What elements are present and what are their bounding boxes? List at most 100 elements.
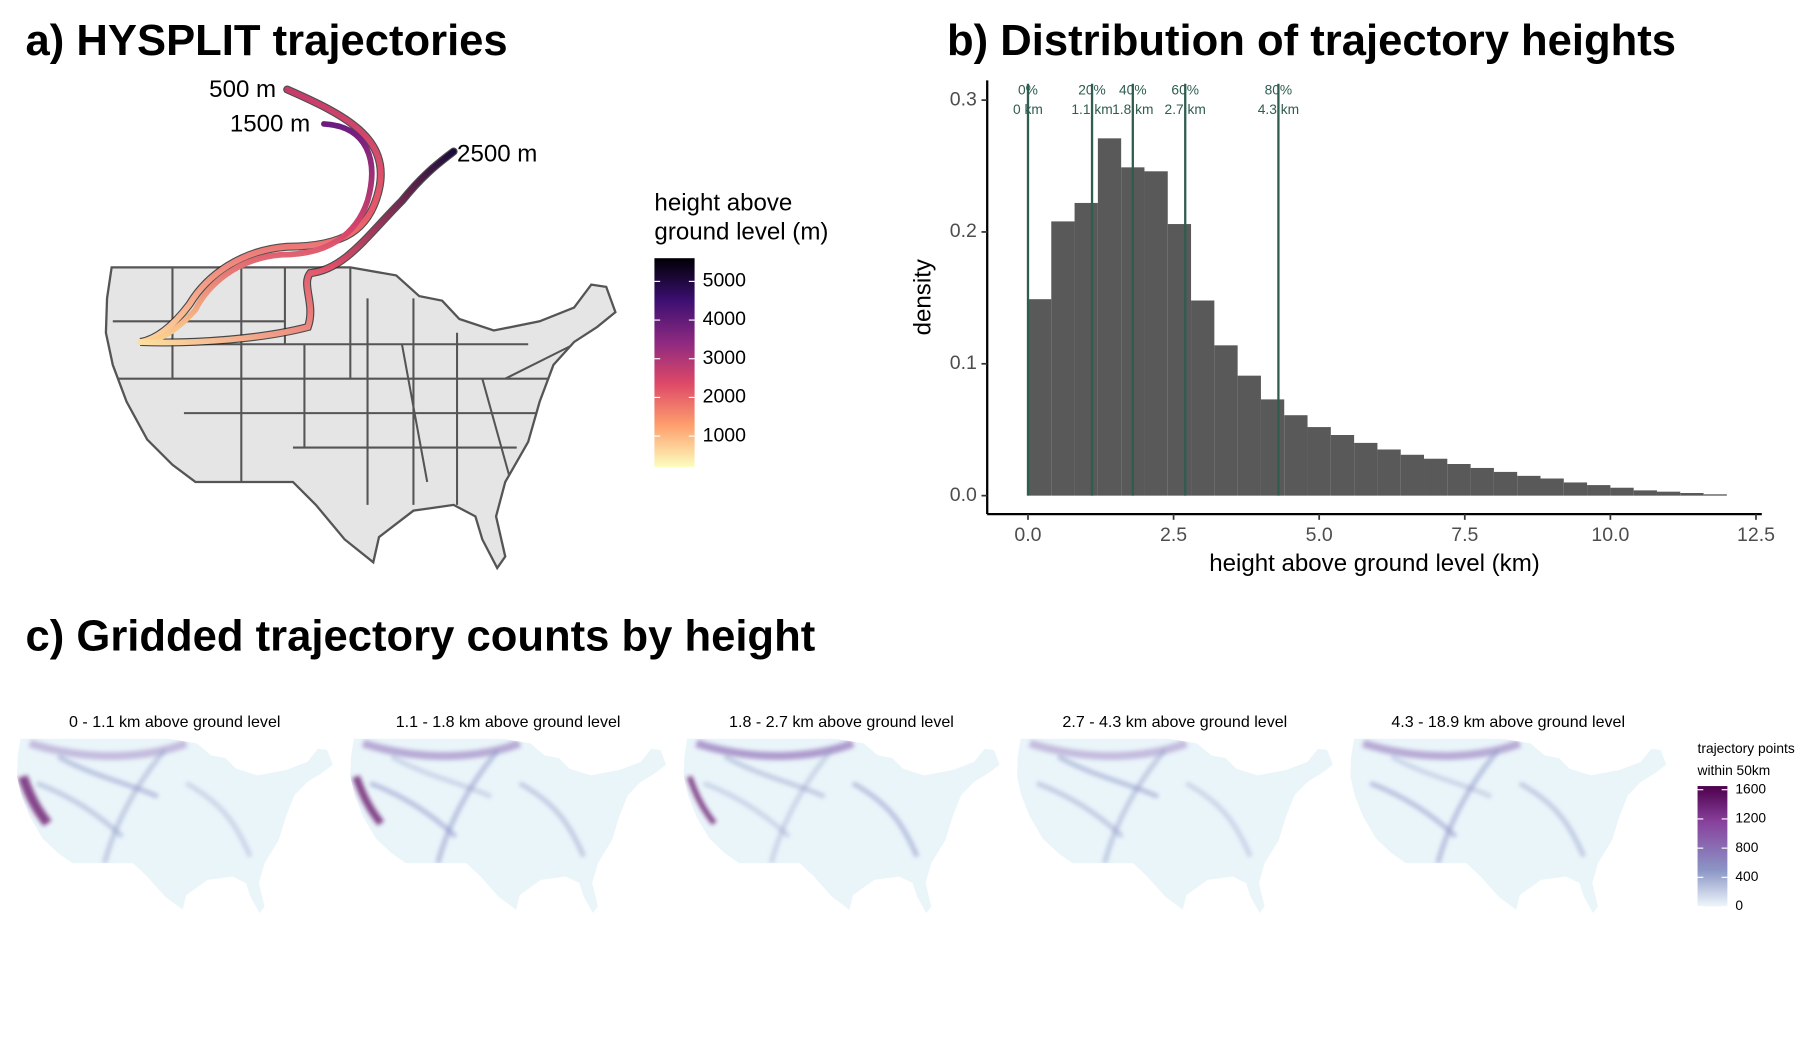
quantile-percent: 40% xyxy=(1119,82,1147,97)
y-tick-label: 0.3 xyxy=(950,88,977,110)
bar xyxy=(1680,493,1704,496)
colorbar xyxy=(1697,786,1728,907)
map-background xyxy=(1017,738,1333,914)
colorbar-label: 1000 xyxy=(703,424,747,446)
density-streaks xyxy=(352,739,586,864)
quantile-percent: 0% xyxy=(1018,82,1038,97)
bar xyxy=(1307,427,1331,496)
y-axis-title: density xyxy=(909,259,936,335)
legend-title: ground level (m) xyxy=(654,218,828,245)
colorbar-label: 2000 xyxy=(703,386,747,408)
colorbar-label: 1200 xyxy=(1735,811,1766,826)
bar xyxy=(1470,467,1494,496)
hotspot xyxy=(17,775,52,827)
bar xyxy=(1633,490,1657,496)
quantile-percent: 20% xyxy=(1078,82,1106,97)
bar xyxy=(1493,471,1518,496)
quantile-value-label: 1.8 km xyxy=(1112,102,1153,117)
streak xyxy=(28,739,188,760)
map-panel-title: 0 - 1.1 km above ground level xyxy=(69,713,280,731)
streak xyxy=(1057,754,1160,799)
y-tick-label: 0.2 xyxy=(950,220,977,242)
bar xyxy=(1284,415,1308,496)
map-panel-title: 2.7 - 4.3 km above ground level xyxy=(1062,713,1287,731)
density-streaks xyxy=(17,739,253,864)
bar xyxy=(1610,487,1634,496)
streak xyxy=(1028,739,1188,760)
legend-title: within 50km xyxy=(1697,763,1771,778)
panel-title: a) HYSPLIT trajectories xyxy=(26,17,508,65)
density-streaks xyxy=(1028,739,1253,864)
x-tick-label: 2.5 xyxy=(1160,524,1187,546)
us-map xyxy=(104,85,617,570)
streak xyxy=(35,781,125,839)
streak xyxy=(1036,781,1125,839)
bar xyxy=(1424,458,1448,496)
streak xyxy=(1390,754,1493,799)
streak xyxy=(1185,781,1253,858)
streak xyxy=(723,754,826,799)
y-tick-label: 0.0 xyxy=(950,484,977,506)
bar xyxy=(1330,434,1355,496)
bar xyxy=(1703,494,1727,496)
streak xyxy=(702,781,791,839)
map-panel-title: 1.1 - 1.8 km above ground level xyxy=(396,713,621,731)
colorbar-label: 4000 xyxy=(703,308,747,330)
density-streaks xyxy=(1361,739,1587,864)
colorbar-label: 3000 xyxy=(703,347,747,369)
quantile-value-label: 0 km xyxy=(1013,102,1043,117)
y-tick-label: 0.1 xyxy=(950,352,977,374)
colorbar-label: 0 xyxy=(1735,898,1743,913)
bar xyxy=(1191,300,1215,496)
gridded-map xyxy=(350,738,667,914)
streak xyxy=(435,748,501,864)
colorbar xyxy=(654,258,695,468)
x-tick-label: 0.0 xyxy=(1014,524,1041,546)
quantile-value-label: 4.3 km xyxy=(1258,102,1299,117)
quantile-value-label: 1.1 km xyxy=(1071,102,1112,117)
streak xyxy=(102,748,167,864)
map-panel-title: 1.8 - 2.7 km above ground level xyxy=(729,713,954,731)
bar xyxy=(1587,485,1611,496)
streak xyxy=(768,748,834,864)
legend-title: height above xyxy=(654,190,792,217)
colorbar-label: 800 xyxy=(1735,840,1758,855)
colorbar-label: 400 xyxy=(1735,869,1758,884)
streak xyxy=(1361,739,1522,760)
gridded-map xyxy=(683,738,1000,914)
bar xyxy=(1144,171,1168,496)
bar xyxy=(1237,375,1261,496)
gridded-map xyxy=(16,738,333,914)
gridded-map xyxy=(1350,738,1667,914)
bar xyxy=(1400,454,1425,496)
bar xyxy=(1074,202,1098,496)
bar xyxy=(1097,138,1122,496)
bar xyxy=(1214,345,1238,496)
trajectory-label: 1500 m xyxy=(230,110,310,137)
streak xyxy=(1102,748,1167,864)
map-background xyxy=(683,738,1000,914)
streak xyxy=(361,739,522,760)
panel-title: c) Gridded trajectory counts by height xyxy=(26,613,816,661)
trajectory-label: 500 m xyxy=(209,76,276,103)
bar xyxy=(1656,491,1681,496)
trajectories xyxy=(137,85,458,347)
streak xyxy=(518,781,586,858)
bar xyxy=(1540,478,1564,496)
colorbar-label: 1600 xyxy=(1735,781,1766,796)
legend-title: trajectory points xyxy=(1698,741,1795,756)
quantile-value-label: 2.7 km xyxy=(1165,102,1206,117)
streak xyxy=(390,754,493,799)
streak xyxy=(1518,781,1587,858)
map-panel-title: 4.3 - 18.9 km above ground level xyxy=(1391,713,1625,731)
x-tick-label: 5.0 xyxy=(1306,524,1333,546)
streak xyxy=(695,739,855,760)
x-tick-label: 7.5 xyxy=(1451,524,1478,546)
colorbar-label: 5000 xyxy=(703,270,747,292)
bar xyxy=(1260,399,1285,496)
panel-title: b) Distribution of trajectory heights xyxy=(947,17,1676,65)
quantile-percent: 60% xyxy=(1171,82,1199,97)
